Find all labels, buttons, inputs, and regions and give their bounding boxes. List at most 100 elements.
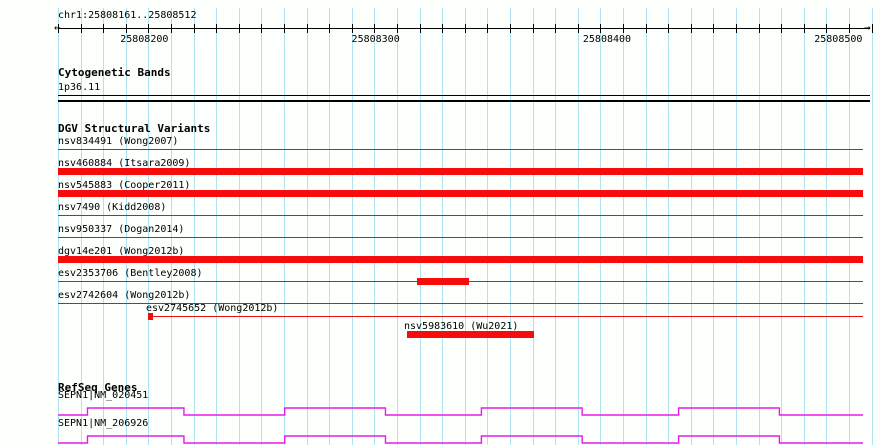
gridline [804, 8, 805, 445]
dgv-track-label[interactable]: esv2742604 (Wong2012b) [58, 290, 191, 301]
gridline [126, 8, 127, 445]
ruler-tick-label: 25808300 [351, 34, 400, 45]
ruler-tick [578, 24, 579, 33]
ruler-tick [352, 24, 353, 33]
ruler-tick [600, 24, 601, 33]
gridline [555, 8, 556, 445]
ruler-tick [533, 24, 534, 33]
dgv-track-label[interactable]: esv2745652 (Wong2012b) [146, 303, 279, 314]
ruler-tick-label: 25808200 [120, 34, 169, 45]
dgv-feature-line[interactable] [152, 316, 863, 317]
ruler-tick [804, 24, 805, 33]
ruler-tick [420, 24, 421, 33]
gridline [261, 8, 262, 445]
dgv-feature-line[interactable] [58, 303, 863, 304]
ruler-tick [623, 24, 624, 33]
dgv-feature-line[interactable] [58, 149, 863, 150]
gridline [216, 8, 217, 445]
gridline [578, 8, 579, 445]
dgv-track-label[interactable]: esv2353706 (Bentley2008) [58, 268, 203, 279]
dgv-feature-line[interactable] [58, 237, 863, 238]
gridline [374, 8, 375, 445]
cytoband-label-1p36-11: 1p36.11 [58, 82, 101, 93]
section-title-refseq-genes: RefSeq Genes [58, 381, 138, 394]
ruler-tick [103, 24, 104, 33]
gridline [487, 8, 488, 445]
locus-label: chr1:25808161..25808512 [58, 10, 197, 21]
gridline [239, 8, 240, 445]
ruler-tick [555, 24, 556, 33]
dgv-feature-bar[interactable] [58, 256, 863, 263]
refseq-gene-model[interactable] [58, 433, 863, 445]
dgv-feature-bar[interactable] [417, 278, 469, 285]
ruler-tick [465, 24, 466, 33]
ruler-tick [397, 24, 398, 33]
gridline [646, 8, 647, 445]
gridline [81, 8, 82, 445]
ruler-tick [826, 24, 827, 33]
dgv-track-label[interactable]: nsv545883 (Cooper2011) [58, 180, 191, 191]
ruler-tick [872, 24, 873, 33]
gridline [442, 8, 443, 445]
ruler-tick [284, 24, 285, 33]
dgv-feature-bar[interactable] [58, 190, 863, 197]
ruler-tick [668, 24, 669, 33]
gridline [352, 8, 353, 445]
ruler-tick [759, 24, 760, 33]
dgv-track-label[interactable]: nsv460884 (Itsara2009) [58, 158, 191, 169]
ruler-tick [713, 24, 714, 33]
ruler-tick [646, 24, 647, 33]
gridline [171, 8, 172, 445]
gridline [194, 8, 195, 445]
ruler-tick [487, 24, 488, 33]
dgv-track-label[interactable]: nsv5983610 (Wu2021) [404, 321, 519, 332]
ruler-tick [261, 24, 262, 33]
gridline [781, 8, 782, 445]
gridline [510, 8, 511, 445]
refseq-gene-line [58, 435, 863, 444]
ruler-axis [58, 28, 870, 29]
gridline [713, 8, 714, 445]
gridline [103, 8, 104, 445]
ruler-tick [691, 24, 692, 33]
ruler-tick [736, 24, 737, 33]
ruler-tick [81, 24, 82, 33]
ruler-tick [442, 24, 443, 33]
ruler-tick [126, 24, 127, 33]
dgv-feature-line[interactable] [58, 215, 863, 216]
ruler-tick [148, 24, 149, 33]
gridline [668, 8, 669, 445]
ruler-tick [239, 24, 240, 33]
ruler-tick [307, 24, 308, 33]
dgv-track-label[interactable]: nsv7490 (Kidd2008) [58, 202, 167, 213]
ruler-tick [58, 24, 59, 33]
dgv-feature-bar[interactable] [58, 168, 863, 175]
dgv-track-label[interactable]: nsv834491 (Wong2007) [58, 136, 179, 147]
refseq-gene-label[interactable]: SEPN1|NM_206926 [58, 418, 149, 429]
ruler-tick [171, 24, 172, 33]
refseq-gene-line [58, 407, 863, 416]
ruler-tick [781, 24, 782, 33]
ruler-tick [216, 24, 217, 33]
gridline [465, 8, 466, 445]
gridline [872, 8, 873, 445]
refseq-gene-label[interactable]: SEPN1|NM_020451 [58, 390, 149, 401]
gridline [284, 8, 285, 445]
gridline [691, 8, 692, 445]
gridline [329, 8, 330, 445]
gridline [826, 8, 827, 445]
ruler-tick-label: 25808500 [814, 34, 863, 45]
dgv-track-label[interactable]: nsv950337 (Dogan2014) [58, 224, 185, 235]
cytoband-rule-top [58, 95, 870, 96]
gridline [397, 8, 398, 445]
ruler-tick [194, 24, 195, 33]
cytoband-band-bar [58, 100, 870, 102]
section-title-cytogenetic-bands: Cytogenetic Bands [58, 66, 171, 79]
gridline [623, 8, 624, 445]
dgv-feature-bar[interactable] [407, 331, 534, 338]
ruler-left-arrow-icon: ← [54, 22, 61, 33]
refseq-gene-model[interactable] [58, 405, 863, 417]
dgv-feature-bar[interactable] [148, 313, 153, 320]
dgv-track-label[interactable]: dgv14e201 (Wong2012b) [58, 246, 185, 257]
